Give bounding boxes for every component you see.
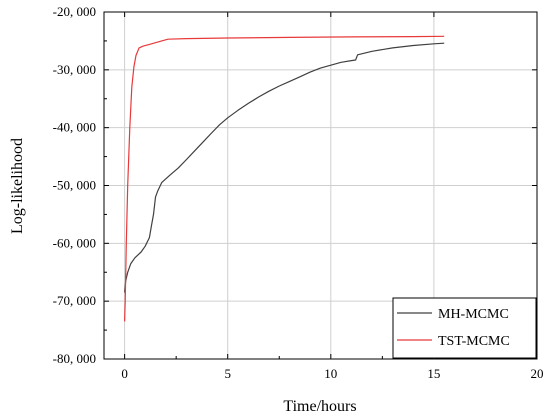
- x-tick-label: 5: [224, 366, 231, 381]
- series-line-tst-mcmc: [124, 35, 445, 322]
- legend-label-tst-mcmc: TST-MCMC: [438, 334, 510, 349]
- y-tick-label: -60, 000: [53, 235, 96, 250]
- y-tick-label: -30, 000: [53, 62, 96, 77]
- series-line-mh-mcmc: [124, 42, 445, 293]
- x-axis-title: Time/hours: [283, 398, 356, 415]
- y-tick-label: -40, 000: [53, 120, 96, 135]
- legend-box: [392, 297, 537, 359]
- tick-labels: 0 5 10 15 20 -80, 000 -70, 000 -60, 000 -50, 000…: [53, 4, 544, 381]
- x-tick-label: 20: [531, 366, 544, 381]
- x-tick-label: 0: [121, 366, 128, 381]
- y-tick-label: -80, 000: [53, 351, 96, 366]
- legend-label-mh-mcmc: MH-MCMC: [438, 307, 509, 322]
- axis-ticks: [104, 11, 538, 360]
- y-tick-label: -70, 000: [53, 293, 96, 308]
- legend: MH-MCMC TST-MCMC: [392, 297, 537, 359]
- y-tick-label: -20, 000: [53, 4, 96, 19]
- series-layer: [124, 35, 445, 322]
- y-axis-title: Log-likelihood: [9, 138, 26, 234]
- x-tick-label: 10: [324, 366, 337, 381]
- x-tick-label: 15: [427, 366, 440, 381]
- y-tick-label: -50, 000: [53, 178, 96, 193]
